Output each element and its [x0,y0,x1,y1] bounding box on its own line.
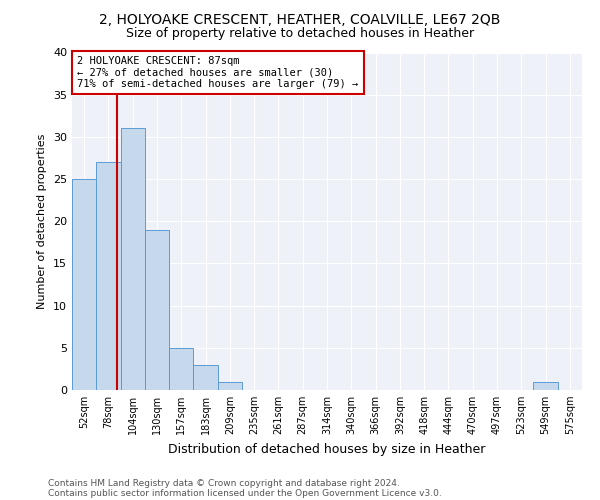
Y-axis label: Number of detached properties: Number of detached properties [37,134,47,309]
Text: 2, HOLYOAKE CRESCENT, HEATHER, COALVILLE, LE67 2QB: 2, HOLYOAKE CRESCENT, HEATHER, COALVILLE… [100,12,500,26]
Bar [145,230,169,390]
X-axis label: Distribution of detached houses by size in Heather: Distribution of detached houses by size … [169,442,485,456]
Bar [533,382,558,390]
Bar [169,348,193,390]
Bar [96,162,121,390]
Bar [218,382,242,390]
Text: Size of property relative to detached houses in Heather: Size of property relative to detached ho… [126,28,474,40]
Bar [193,364,218,390]
Text: Contains public sector information licensed under the Open Government Licence v3: Contains public sector information licen… [48,488,442,498]
Text: 2 HOLYOAKE CRESCENT: 87sqm
← 27% of detached houses are smaller (30)
71% of semi: 2 HOLYOAKE CRESCENT: 87sqm ← 27% of deta… [77,56,358,89]
Bar [72,179,96,390]
Bar [121,128,145,390]
Text: Contains HM Land Registry data © Crown copyright and database right 2024.: Contains HM Land Registry data © Crown c… [48,478,400,488]
